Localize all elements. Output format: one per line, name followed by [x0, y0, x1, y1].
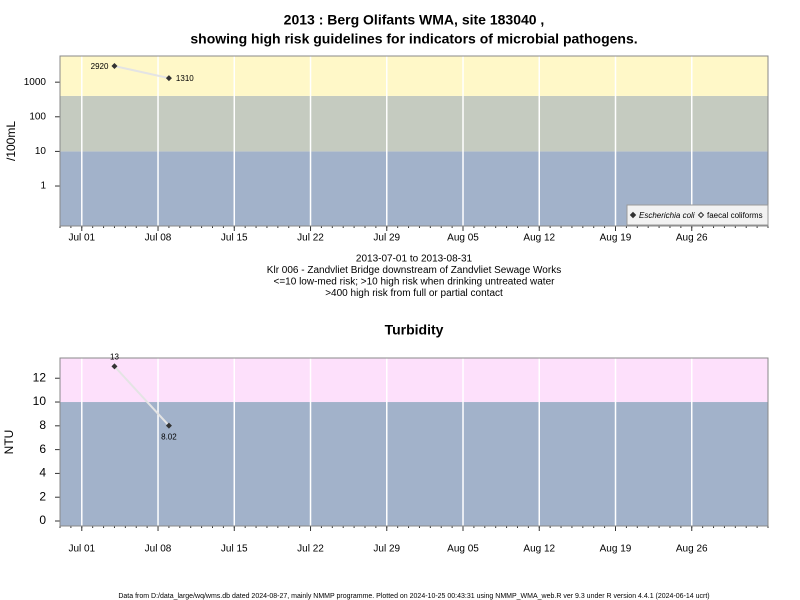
- note: >400 high risk from full or partial cont…: [325, 288, 503, 299]
- data-label: 2920: [91, 62, 109, 71]
- note: Klr 006 - Zandvliet Bridge downstream of…: [267, 265, 561, 276]
- x-tick-label: Aug 26: [676, 233, 708, 244]
- data-label: 1310: [176, 74, 194, 83]
- y-tick-label: 6: [39, 442, 46, 456]
- data-point: [165, 422, 172, 429]
- y-tick-label: 100: [29, 111, 46, 122]
- risk-band: [60, 358, 768, 403]
- data-point: [165, 75, 172, 82]
- plot-frame: [59, 55, 769, 227]
- x-tick-label: Jul 22: [297, 544, 324, 555]
- x-tick-label: Aug 05: [447, 544, 479, 555]
- risk-band: [60, 56, 768, 96]
- x-tick-label: Aug 05: [447, 233, 479, 244]
- x-tick-label: Jul 22: [297, 233, 324, 244]
- x-tick-label: Jul 29: [373, 544, 400, 555]
- x-tick-label: Aug 12: [523, 544, 555, 555]
- risk-band: [60, 95, 768, 152]
- x-tick-label: Jul 29: [373, 233, 400, 244]
- x-tick-label: Aug 12: [523, 233, 555, 244]
- x-tick-label: Jul 01: [68, 544, 95, 555]
- chart-title: Turbidity: [385, 322, 444, 338]
- x-tick-label: Aug 19: [600, 233, 632, 244]
- legend: Escherichia coli faecal coliforms: [626, 204, 769, 226]
- data-label: 13: [110, 352, 119, 361]
- x-tick-label: Aug 26: [676, 544, 708, 555]
- note: <=10 low-med risk; >10 high risk when dr…: [274, 277, 556, 288]
- y-axis-label: NTU: [2, 430, 16, 455]
- y-axis-label: /100mL: [4, 121, 18, 161]
- data-point: [111, 363, 118, 370]
- note: 2013-07-01 to 2013-08-31: [356, 254, 473, 265]
- legend-label: Escherichia coli: [639, 211, 695, 220]
- plot-frame: [59, 357, 769, 527]
- y-tick-label: 10: [33, 394, 47, 408]
- legend-label: faecal coliforms: [707, 211, 763, 220]
- series-line: [114, 65, 170, 80]
- footer: Data from D:/data_large/wq/wms.db dated …: [118, 593, 709, 600]
- chart-title: showing high risk guidelines for indicat…: [190, 31, 637, 47]
- data-label: 8.02: [161, 433, 177, 442]
- x-tick-label: Jul 08: [145, 233, 172, 244]
- legend-marker: [629, 211, 637, 219]
- y-tick-label: 12: [33, 370, 47, 384]
- y-tick-label: 0: [39, 513, 46, 527]
- y-tick-label: 8: [39, 418, 46, 432]
- y-tick-label: 1000: [24, 77, 47, 88]
- x-tick-label: Jul 15: [221, 544, 248, 555]
- x-tick-label: Aug 19: [600, 544, 632, 555]
- data-point: [111, 63, 118, 70]
- x-tick-label: Jul 15: [221, 233, 248, 244]
- y-tick-label: 2: [39, 489, 46, 503]
- x-tick-label: Jul 08: [145, 544, 172, 555]
- legend-marker: [697, 211, 705, 219]
- x-tick-label: Jul 01: [68, 233, 95, 244]
- y-tick-label: 1: [40, 181, 46, 192]
- chart-title: 2013 : Berg Olifants WMA, site 183040 ,: [284, 12, 545, 28]
- legend-box: [626, 204, 769, 226]
- series-line: [113, 365, 170, 427]
- y-tick-label: 10: [35, 146, 47, 157]
- risk-band: [60, 402, 768, 526]
- y-tick-label: 4: [39, 466, 46, 480]
